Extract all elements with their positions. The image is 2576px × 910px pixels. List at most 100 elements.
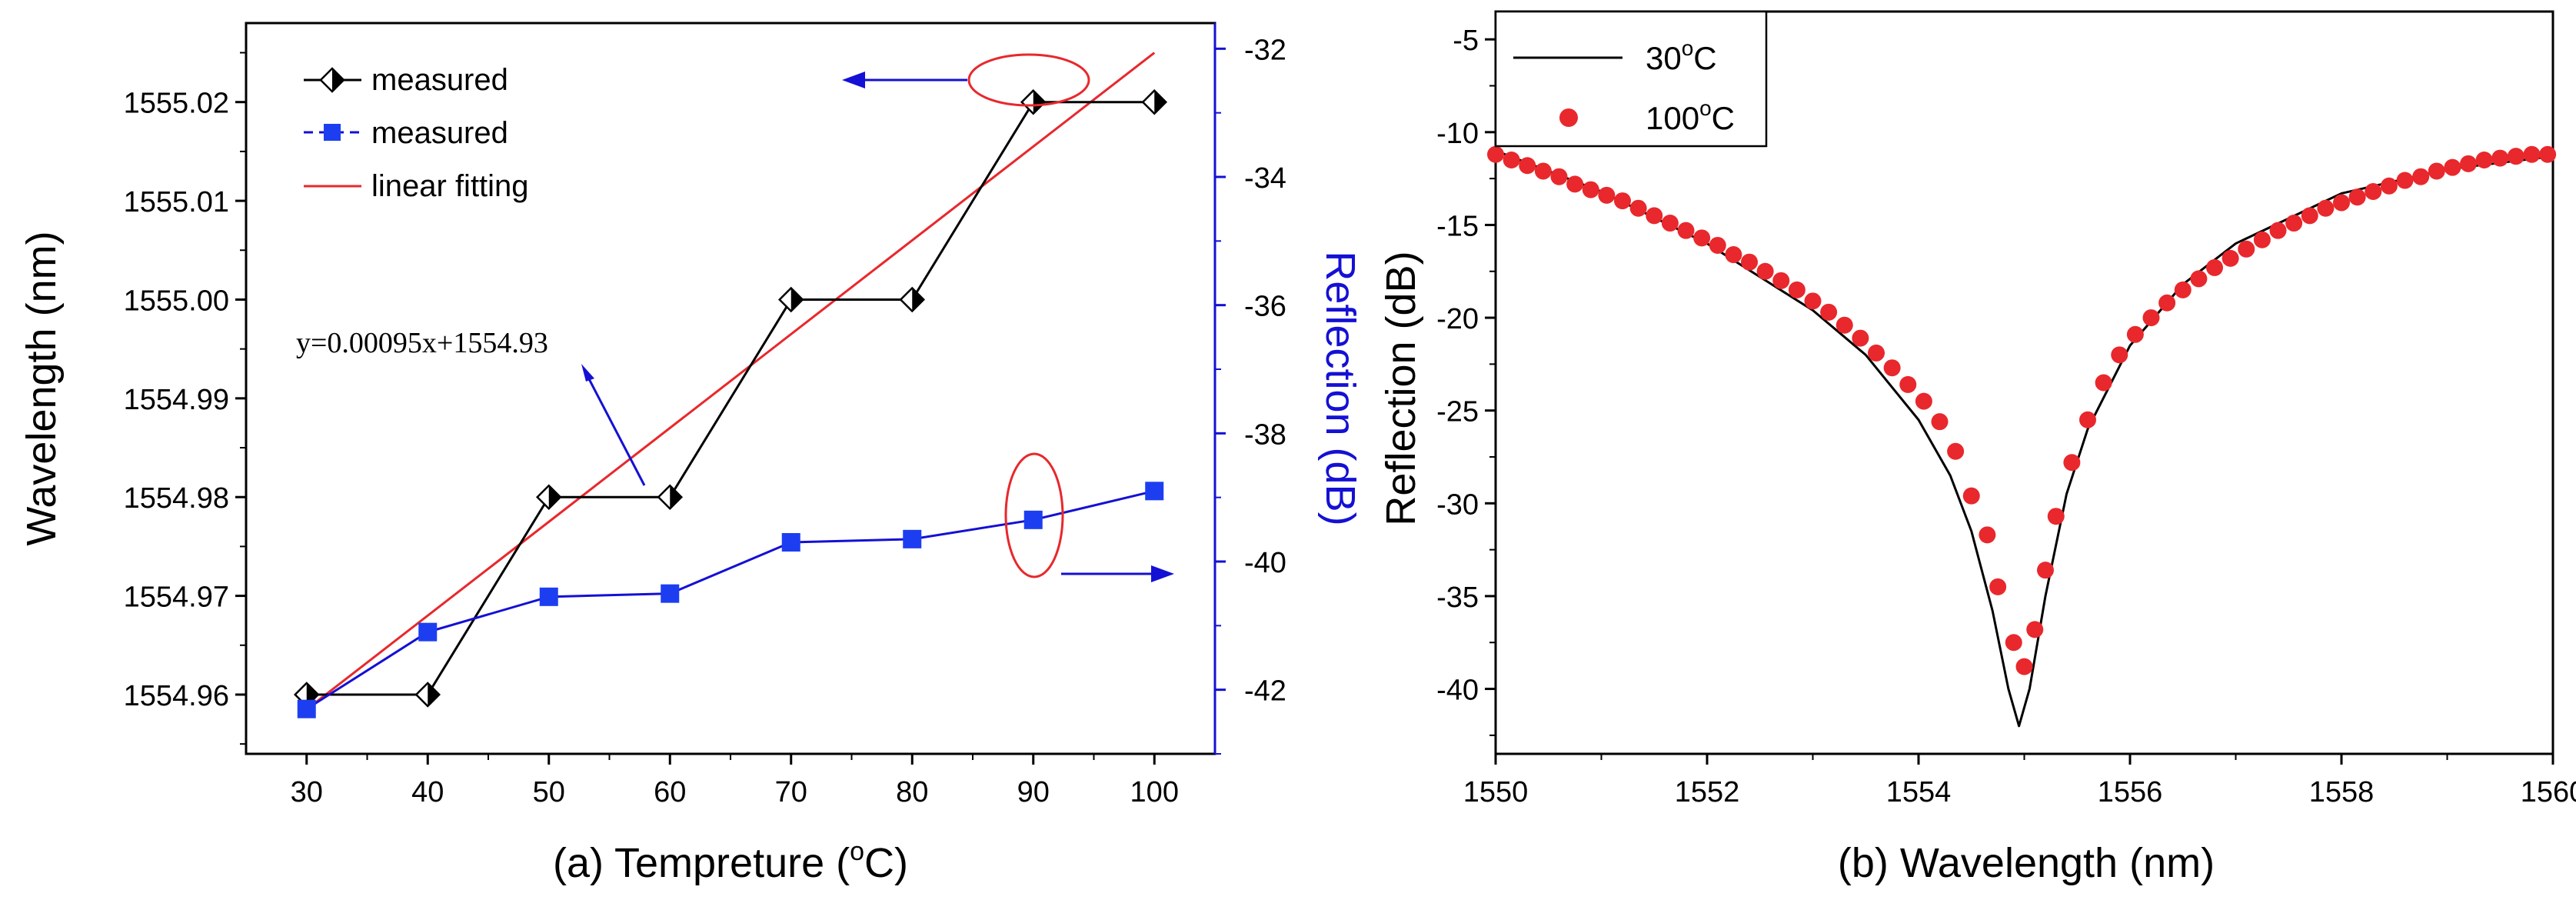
x-tick-label: 1554 [1886,776,1952,808]
measured-wavelength-point-half [670,485,682,509]
y-tick-label: -15 [1436,210,1479,242]
measured-reflection-line [305,489,1155,710]
curve-100c-point [1646,207,1663,225]
y-tick-label: -5 [1453,25,1479,57]
measured-reflection-point [539,587,558,606]
curve-100c-point [1915,392,1932,410]
curve-100c-point [2190,270,2208,288]
measured-reflection-point [1023,510,1043,529]
curve-100c-point [2111,346,2128,364]
curve-100c-point [2174,281,2192,298]
x-tick-label: 1558 [2309,776,2375,808]
y-tick-label: 1555.02 [124,88,229,120]
x-tick-label: 1560 [2521,776,2576,808]
curve-100c-point [2005,634,2022,652]
y-tick-label: 1554.96 [124,680,229,712]
curve-100c-point [2507,148,2524,165]
curve-100c-point [1741,253,1758,271]
left-axis-arrow [842,72,967,88]
x-tick-label: 90 [1017,776,1050,808]
fit-equation-annotation: y=0.00095x+1554.93 [296,327,548,359]
curve-100c-point [2095,374,2112,392]
y-tick-label: -30 [1436,488,1479,521]
y-tick-label: 1555.01 [124,186,229,218]
curve-100c-point [2460,155,2477,172]
measured-wavelength-point-half [428,682,440,706]
curve-100c-point [1661,215,1679,232]
linear-fitting-line [305,52,1156,711]
curve-100c-point [2301,207,2318,225]
y2-tick-label: -32 [1244,34,1286,66]
curve-100c-point [2222,249,2239,267]
curve-100c-point [1868,344,1885,362]
legend-label-linear-fitting: linear fitting [371,169,529,203]
curve-100c-point [2026,621,2044,638]
x-tick-label: 60 [654,776,686,808]
measured-reflection-point [418,622,438,642]
curve-100c-point [2380,177,2398,195]
measured-wavelength-point-half [1154,90,1167,114]
y-tick-label: -25 [1436,396,1479,428]
y-tick-label: 1554.99 [124,384,229,416]
y-tick-label: 1555.00 [124,285,229,317]
curve-100c-point [1962,487,1980,505]
measured-reflection-point [781,533,800,552]
panel-b-plot-area [1487,145,2557,728]
curve-100c-point [2079,411,2096,428]
curve-100c-point [1989,578,2007,595]
legend-100c-dot [1559,108,1578,127]
y2-tick-label: -38 [1244,418,1286,451]
curve-100c-point [1503,152,1520,168]
curve-100c-point [2412,168,2430,185]
x-tick-label: 80 [896,776,928,808]
y-tick-label: -40 [1436,675,1479,707]
legend-label-measured-1: measured [371,63,508,97]
measured-reflection-point [661,584,680,603]
curve-100c-point [1614,192,1631,210]
curve-100c-point [2317,199,2335,217]
curve-100c-point [2475,152,2493,168]
curve-100c-point [1899,375,1917,393]
curve-100c-point [2158,294,2176,312]
curve-100c-point [1487,145,1504,163]
curve-100c-point [1835,316,1853,334]
curve-100c-point [2142,309,2160,327]
curve-100c-point [2063,454,2081,472]
y-tick-label: -10 [1436,118,1479,150]
curve-100c-point [1883,359,1901,377]
highlight-ellipse-top [967,53,1090,107]
panel-a-y2-ticks: -42 -40 -38 -36 -34 -32 [1215,34,1286,755]
panel-a-y-ticks: 1554.96 1554.97 1554.98 1554.99 1555.00 1555.… [124,52,246,745]
x-tick-label: 70 [775,776,807,808]
right-axis-arrow [1061,565,1174,582]
panel-a-plot-area [293,52,1168,718]
curve-100c-point [1788,281,1806,298]
curve-100c-point [1804,292,1822,310]
panel-b-y-ticks: -5 -10 -15 -20 -25 -30 -35 -40 [1436,25,1496,736]
panel-b-x-ticks: 1550 1552 1554 1556 1558 1560 [1463,754,2576,808]
panel-b-legend: 30oC 100oC [1494,10,1768,148]
curve-100c-point [2539,145,2557,163]
x-tick-label: 1552 [1675,776,1740,808]
panel-a-y2-axis-label: Reflection (dB) [1317,251,1363,525]
curve-100c-point [2238,240,2255,258]
panel-a-x-axis-label: (a) Tempreture (oC) [553,837,908,886]
x-tick-label: 1550 [1463,776,1529,808]
curve-100c-point [1519,157,1536,175]
measured-reflection-point [903,529,922,548]
x-tick-label: 40 [411,776,444,808]
panel-a: 30 40 50 60 70 80 90 100 1554.961554.971554.981… [18,22,1363,886]
curve-100c-point [1534,162,1552,180]
curve-100c-point [2126,325,2144,343]
panel-a-legend: measured measured linear fitting [304,63,529,203]
curve-100c-point [1582,181,1599,198]
curve-100c-point [2365,183,2382,201]
measured-wavelength-point-half [912,288,924,312]
measured-wavelength-point-half [548,485,561,509]
y-tick-label: 1554.97 [124,582,229,614]
legend-label-measured-2: measured [371,116,508,150]
curve-100c-point [2523,145,2541,163]
legend-square-icon [324,124,341,141]
curve-100c-point [2037,562,2054,579]
